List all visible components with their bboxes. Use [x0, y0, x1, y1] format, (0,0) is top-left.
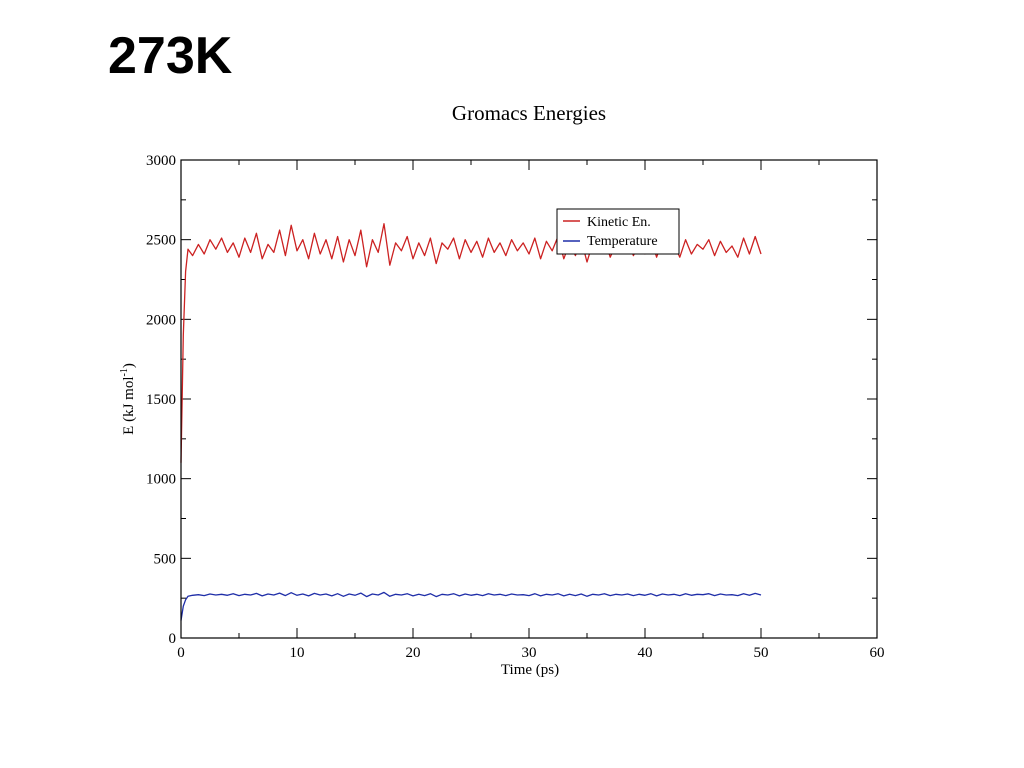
y-axis-label: E (kJ mol-1): [119, 363, 137, 435]
series-lines: [180, 223, 762, 621]
y-tick-label: 2500: [146, 233, 176, 249]
x-tick-label: 40: [638, 645, 653, 661]
y-axis-label-sup: -1: [119, 368, 130, 376]
legend-label-kinetic: Kinetic En.: [587, 215, 651, 230]
plot-frame: [180, 159, 878, 639]
y-tick-label: 1500: [146, 392, 176, 408]
y-tick-label: 3000: [146, 153, 176, 169]
y-tick-label: 500: [154, 551, 177, 567]
x-tick-label: 60: [870, 645, 885, 661]
x-tick-label: 20: [406, 645, 421, 661]
x-tick-label: 10: [290, 645, 305, 661]
x-tick-label: 50: [754, 645, 769, 661]
axis-ticks: 0 10 20 30 40 50 60 0 500 1000 1500 2000 2500 3000: [146, 153, 885, 661]
y-tick-label: 0: [169, 631, 177, 647]
legend-box: [556, 208, 680, 255]
series-line-temperature: [180, 591, 762, 621]
series-line-kinetic: [180, 223, 762, 463]
y-axis-label-main: E (kJ mol: [121, 377, 137, 435]
y-tick-label: 2000: [146, 312, 176, 328]
chart-title: Gromacs Energies: [452, 101, 606, 125]
x-axis-label: Time (ps): [501, 662, 559, 678]
x-tick-label: 0: [177, 645, 185, 661]
y-axis-label-close: ): [121, 363, 137, 368]
legend-label-temperature: Temperature: [587, 234, 658, 249]
y-tick-label: 1000: [146, 472, 176, 488]
slide-title: 273K: [108, 27, 233, 85]
x-tick-label: 30: [522, 645, 537, 661]
legend: Kinetic En. Temperature: [556, 208, 680, 255]
